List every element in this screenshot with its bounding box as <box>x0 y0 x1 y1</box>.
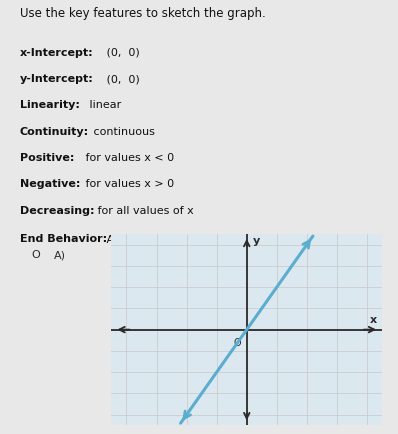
Text: for values x < 0: for values x < 0 <box>82 153 174 163</box>
Text: Positive:: Positive: <box>20 153 74 163</box>
Text: Use the key features to sketch the graph.: Use the key features to sketch the graph… <box>20 7 265 20</box>
Text: x: x <box>369 315 377 325</box>
Text: x-Intercept:: x-Intercept: <box>20 48 94 58</box>
Text: (0,  0): (0, 0) <box>103 74 140 84</box>
Text: As x → ∞, f (x) → -∞ and  as x → -∞, f (x) → ∞.: As x → ∞, f (x) → -∞ and as x → -∞, f (x… <box>103 234 359 244</box>
Text: continuous: continuous <box>90 127 154 136</box>
Text: Continuity:: Continuity: <box>20 127 89 136</box>
Text: O: O <box>32 250 41 260</box>
Text: for values x > 0: for values x > 0 <box>82 179 174 189</box>
Text: y: y <box>253 236 260 246</box>
Text: A): A) <box>54 250 66 260</box>
Text: Linearity:: Linearity: <box>20 100 80 110</box>
Text: y-Intercept:: y-Intercept: <box>20 74 94 84</box>
Text: for all values of x: for all values of x <box>94 205 193 215</box>
Text: linear: linear <box>86 100 121 110</box>
Text: O: O <box>234 337 242 347</box>
Text: Decreasing:: Decreasing: <box>20 205 94 215</box>
Text: (0,  0): (0, 0) <box>103 48 140 58</box>
Text: End Behavior:: End Behavior: <box>20 234 107 244</box>
Text: Negative:: Negative: <box>20 179 80 189</box>
